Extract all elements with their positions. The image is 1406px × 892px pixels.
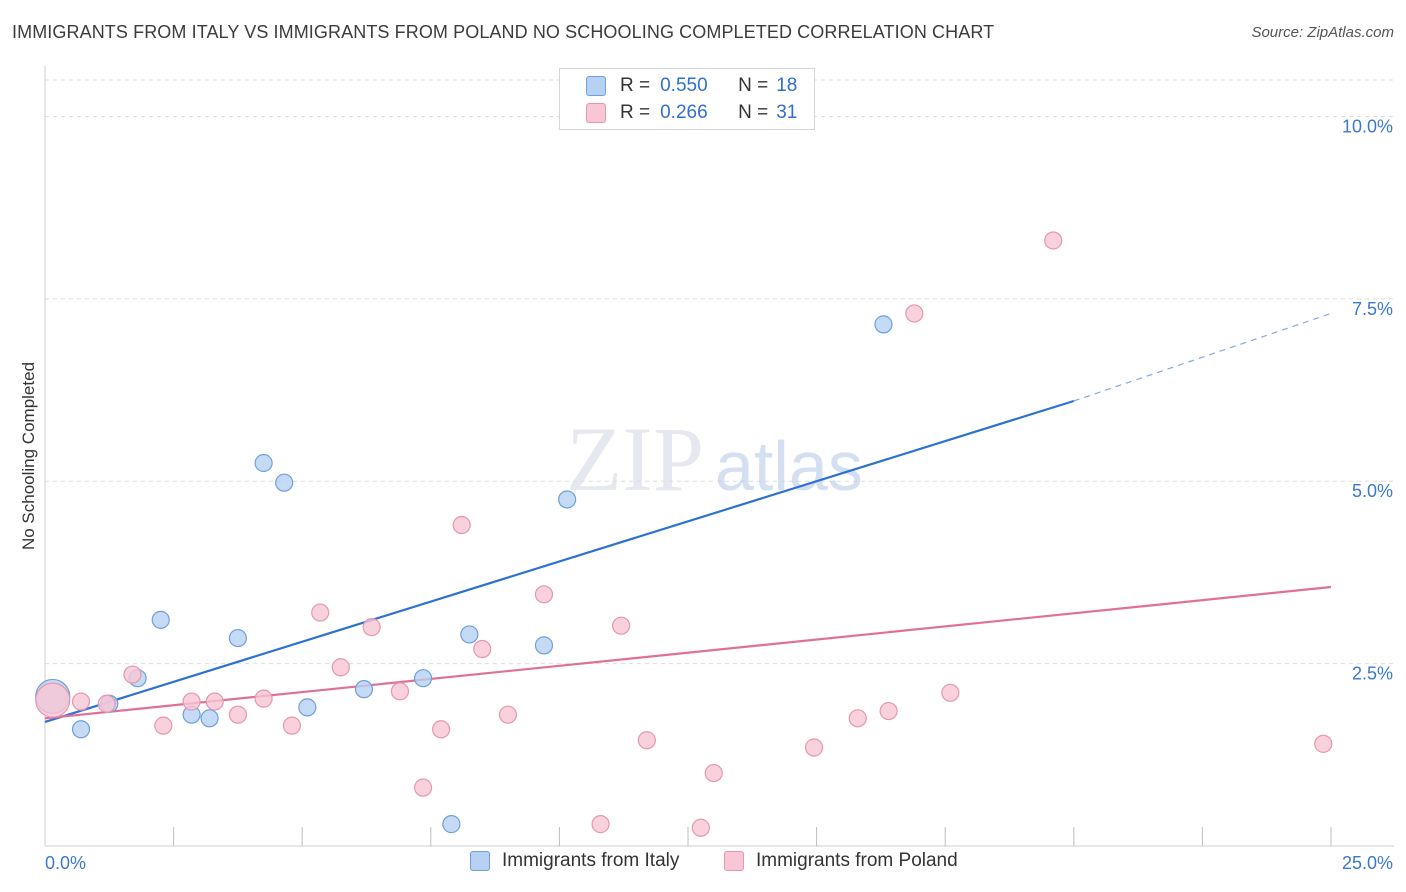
italy-point xyxy=(71,720,91,739)
italy-point xyxy=(413,669,433,688)
axes xyxy=(44,66,1394,847)
italy-n-label: N = xyxy=(738,75,769,96)
poland-point xyxy=(941,683,960,702)
italy-legend-swatch xyxy=(470,851,490,871)
poland-point xyxy=(704,763,723,783)
source-label: Source: ZipAtlas.com xyxy=(1251,24,1394,41)
italy-point xyxy=(298,698,317,717)
italy-point xyxy=(200,709,219,728)
y-axis-label: No Schooling Completed xyxy=(19,362,38,550)
poland-point xyxy=(591,815,610,834)
poland-point xyxy=(282,716,302,735)
italy-point xyxy=(254,453,273,473)
poland-point xyxy=(228,705,247,724)
legend-item-italy[interactable]: Immigrants from Italy xyxy=(470,850,679,872)
y-tick-label: 10.0% xyxy=(1342,116,1393,136)
poland-point xyxy=(390,682,410,701)
poland-point xyxy=(879,701,898,721)
poland-point xyxy=(71,692,91,711)
grid-lines xyxy=(45,79,1394,665)
poland-point xyxy=(473,639,492,659)
poland-point xyxy=(331,658,350,677)
italy-point xyxy=(354,680,374,699)
poland-n-value: 31 xyxy=(776,102,798,123)
italy-trend-line xyxy=(44,399,1075,724)
poland-point xyxy=(413,778,433,797)
poland-point xyxy=(905,304,924,323)
italy-legend-label: Immigrants from Italy xyxy=(502,850,680,871)
poland-point xyxy=(362,618,381,637)
italy-point xyxy=(534,636,554,655)
poland-swatch xyxy=(586,103,606,123)
x-tick-label: 0.0% xyxy=(45,853,86,873)
trend-lines xyxy=(44,312,1332,724)
poland-point xyxy=(1314,734,1333,753)
italy-point xyxy=(558,490,577,509)
italy-point xyxy=(151,610,170,629)
italy-r-value: 0.550 xyxy=(660,75,708,96)
poland-n-label: N = xyxy=(738,102,769,123)
poland-point xyxy=(534,585,554,604)
watermark: ZIP atlas xyxy=(566,408,863,510)
poland-point xyxy=(311,603,330,622)
italy-point xyxy=(228,628,247,648)
poland-point xyxy=(254,689,273,708)
correlation-legend: R = 0.550 N = 18 R = 0.266 N = 31 xyxy=(559,68,815,130)
poland-point xyxy=(452,515,471,535)
italy-r-label: R = xyxy=(620,75,651,96)
poland-point xyxy=(804,738,824,757)
italy-trend-extension xyxy=(1073,312,1332,402)
series-legend: Immigrants from Italy Immigrants from Po… xyxy=(0,850,1406,880)
poland-point xyxy=(123,665,142,684)
legend-item-poland[interactable]: Immigrants from Poland xyxy=(724,850,958,872)
poland-legend-label: Immigrants from Poland xyxy=(756,850,958,871)
x-tick-label: 25.0% xyxy=(1342,853,1393,873)
poland-r-label: R = xyxy=(620,102,651,123)
data-points xyxy=(35,231,1333,837)
y-tick-label: 7.5% xyxy=(1352,299,1393,319)
italy-point xyxy=(442,815,461,834)
poland-point xyxy=(205,692,224,711)
italy-point xyxy=(275,473,294,492)
tick-labels: 2.5% 5.0% 7.5% 10.0% 0.0% 25.0% xyxy=(45,116,1393,873)
y-tick-label: 2.5% xyxy=(1352,664,1393,684)
poland-point xyxy=(612,616,631,635)
italy-point xyxy=(874,315,893,334)
poland-r-value: 0.266 xyxy=(660,102,708,123)
poland-point xyxy=(498,705,518,724)
poland-point xyxy=(848,709,867,728)
poland-point xyxy=(154,716,173,735)
poland-point xyxy=(97,694,116,713)
watermark-zip: ZIP xyxy=(566,408,704,510)
watermark-atlas: atlas xyxy=(715,427,863,505)
poland-point xyxy=(431,720,451,739)
italy-swatch xyxy=(586,76,606,96)
poland-trend-line xyxy=(44,585,1332,720)
poland-point xyxy=(691,818,710,837)
poland-point xyxy=(35,682,71,718)
poland-point xyxy=(1044,231,1063,250)
poland-point xyxy=(637,731,656,750)
italy-point xyxy=(460,625,479,644)
italy-n-value: 18 xyxy=(776,75,798,96)
poland-legend-swatch xyxy=(724,851,744,871)
chart-title: IMMIGRANTS FROM ITALY VS IMMIGRANTS FROM… xyxy=(12,22,995,42)
poland-point xyxy=(182,692,201,711)
y-tick-label: 5.0% xyxy=(1352,481,1393,501)
